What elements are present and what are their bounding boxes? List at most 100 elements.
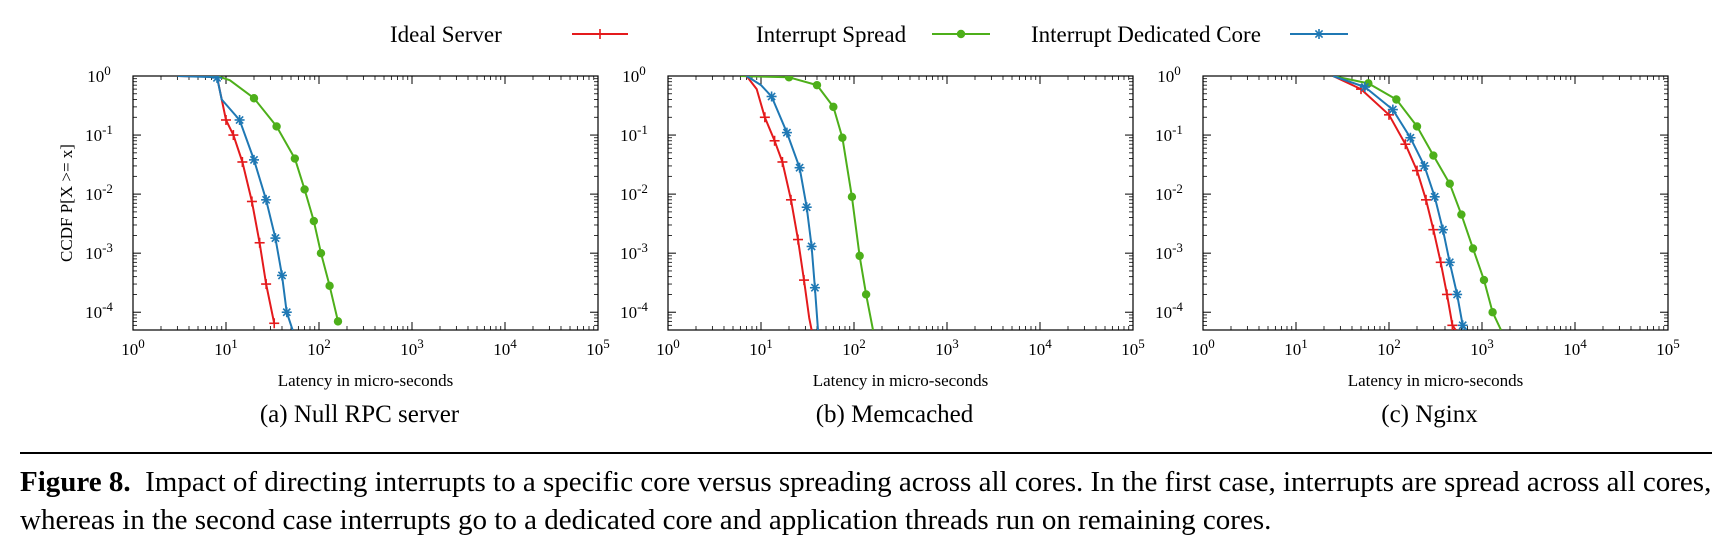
data-point <box>1384 109 1394 120</box>
y-tick-label: 10-3 <box>85 240 113 263</box>
plot-frame <box>132 75 599 331</box>
x-tick-label: 105 <box>586 336 610 359</box>
x-tick-label: 104 <box>493 336 517 359</box>
figure-caption: Figure 8. Impact of directing interrupts… <box>20 463 1720 539</box>
data-point <box>1457 210 1466 219</box>
data-point <box>1479 275 1489 285</box>
data-point <box>1419 160 1430 171</box>
data-point <box>272 122 281 131</box>
data-point <box>316 248 326 258</box>
chart-panel: 100 101 102 103 104 105 100 10-1 10-2 10-3 10-4 Lat… <box>620 63 1145 428</box>
series-line <box>177 76 339 322</box>
legend-label: Ideal Server <box>390 22 502 47</box>
x-tick-label: 101 <box>1284 336 1308 359</box>
data-point <box>269 318 280 329</box>
series-line <box>745 76 813 330</box>
figure-number: Figure 8. <box>20 466 131 498</box>
x-tick-label: 100 <box>656 336 680 359</box>
data-point <box>801 202 812 213</box>
y-tick-label: 10-3 <box>1155 240 1183 263</box>
data-point <box>793 234 804 245</box>
y-tick-label: 100 <box>1157 63 1181 86</box>
data-point <box>855 251 864 261</box>
data-point <box>1444 257 1455 268</box>
series <box>1332 76 1468 330</box>
x-tick-label: 103 <box>1470 336 1494 359</box>
data-point <box>799 275 810 286</box>
x-tick-label: 105 <box>1121 336 1145 359</box>
y-tick-label: 10-3 <box>620 240 648 263</box>
data-point <box>221 114 231 125</box>
data-point <box>1488 308 1497 317</box>
data-point <box>759 112 770 123</box>
y-tick-label: 10-4 <box>620 299 648 322</box>
x-axis-label: Latency in micro-seconds <box>813 371 989 390</box>
x-tick-label: 102 <box>842 336 866 359</box>
series <box>1332 76 1502 330</box>
data-point <box>1412 122 1422 131</box>
data-point <box>261 194 272 205</box>
legend-marker <box>595 29 605 39</box>
data-point <box>838 133 847 142</box>
x-tick-label: 103 <box>400 336 424 359</box>
x-tick-label: 104 <box>1028 336 1052 359</box>
data-point <box>281 307 292 318</box>
data-point <box>812 80 822 90</box>
data-point <box>781 127 792 138</box>
data-point <box>1457 320 1468 330</box>
series-line <box>1332 76 1502 330</box>
series <box>746 76 820 330</box>
data-point <box>1411 165 1422 176</box>
y-tick-label: 100 <box>622 63 646 86</box>
chart-panel: 100 101 102 103 104 105 100 10-1 10-2 10-3 10-4 Lat… <box>1155 63 1680 428</box>
data-point <box>1447 320 1458 330</box>
y-tick-label: 10-2 <box>85 181 113 204</box>
data-point <box>794 162 805 173</box>
chart-panel: 100 101 102 103 104 105 100 10-1 10-2 10-3 10-4 Lat… <box>57 63 610 428</box>
y-tick-label: 10-4 <box>1155 299 1183 322</box>
data-point <box>309 216 319 226</box>
data-point <box>246 196 257 207</box>
data-point <box>1359 82 1370 93</box>
legend-item: Interrupt Dedicated Core <box>1031 22 1348 47</box>
legend-marker <box>956 29 966 39</box>
y-tick-label: 10-4 <box>85 299 113 322</box>
data-point <box>270 233 281 244</box>
legend-marker <box>1314 29 1324 39</box>
series <box>740 76 874 330</box>
data-point <box>1437 224 1448 235</box>
data-point <box>1429 151 1438 160</box>
y-tick-label: 10-2 <box>620 181 648 204</box>
data-point <box>1387 104 1398 115</box>
x-tick-label: 100 <box>1191 336 1215 359</box>
x-tick-label: 100 <box>121 336 145 359</box>
data-point <box>261 279 272 290</box>
series <box>745 76 813 330</box>
data-point <box>1392 95 1401 104</box>
series <box>177 76 343 326</box>
series-line <box>177 76 294 330</box>
x-tick-label: 102 <box>1377 336 1401 359</box>
series-line <box>177 76 276 324</box>
series <box>177 76 294 330</box>
x-tick-label: 101 <box>214 336 238 359</box>
legend-label: Interrupt Spread <box>756 22 907 47</box>
data-point <box>1441 289 1452 300</box>
data-point <box>806 241 817 252</box>
x-tick-label: 101 <box>749 336 773 359</box>
x-axis-label: Latency in micro-seconds <box>278 371 454 390</box>
legend-item: Interrupt Spread <box>756 22 990 47</box>
data-point <box>766 91 777 102</box>
data-point <box>847 192 857 202</box>
data-point <box>809 282 820 293</box>
x-axis-label: Latency in micro-seconds <box>1348 371 1524 390</box>
x-tick-label: 102 <box>307 336 331 359</box>
caption-rule <box>20 452 1712 454</box>
chart-panels: 100 101 102 103 104 105 100 10-1 10-2 10-3 10-4 Lat… <box>57 63 1680 428</box>
data-point <box>248 154 259 165</box>
data-point <box>290 154 300 163</box>
x-tick-label: 105 <box>1656 336 1680 359</box>
x-tick-label: 103 <box>935 336 959 359</box>
panel-subtitle: (c) Nginx <box>1381 401 1478 428</box>
